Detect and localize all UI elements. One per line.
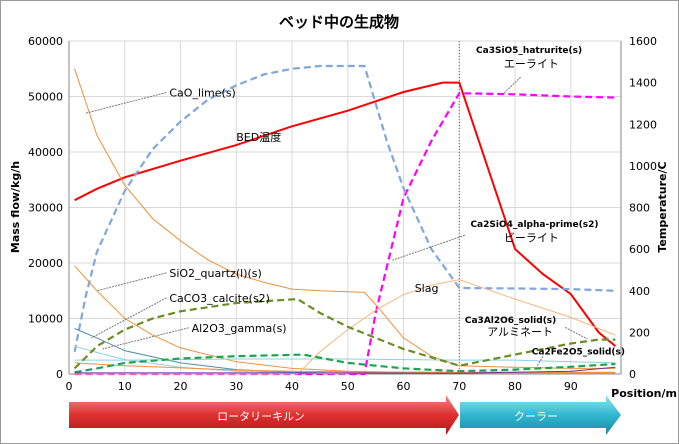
y-tick-label: 40000: [28, 146, 63, 159]
annotation-leader: [503, 76, 521, 94]
series-line-ca2fe2o5-solid-s-: [74, 353, 616, 374]
y2-tick-label: 1200: [629, 118, 657, 131]
chart-title: ベッド中の生成物: [279, 13, 399, 31]
y2-tick-label: 400: [629, 285, 650, 298]
annotation-label: Al2O3_gamma(s): [192, 322, 287, 335]
y-axis-label: Mass flow/kg/h: [9, 161, 22, 253]
annotation-label: Ca3Al2O6_solid(s): [465, 316, 556, 326]
annotation-label: ビーライト: [504, 231, 559, 244]
y2-tick-label: 1600: [629, 35, 657, 48]
x-tick-label: 60: [397, 380, 411, 393]
annotation-label: Slag: [415, 282, 439, 295]
y2-tick-label: 200: [629, 326, 650, 339]
annotation-label: BED温度: [236, 130, 281, 144]
annotation-leader: [96, 272, 167, 292]
annotation-label: アルミネート: [487, 326, 553, 339]
x-tick-label: 30: [229, 380, 243, 393]
annotation-label: CaO_lime(s): [169, 87, 236, 100]
y2-axis-label: Temperature/C: [656, 161, 669, 252]
series-line-bed-: [74, 81, 617, 347]
x-axis-label: Position/m: [611, 387, 677, 400]
annotation-label: Ca2SiO4_alpha-prime(s2): [470, 220, 598, 230]
cooler-label: クーラー: [514, 410, 558, 423]
x-tick-label: 90: [564, 380, 578, 393]
series-line-ca3al2o6-solid-s-: [73, 297, 616, 370]
annotation-leader: [565, 326, 588, 340]
annotation-label: Ca2Fe2O5_solid(s): [532, 348, 625, 358]
x-tick-label: 70: [452, 380, 466, 393]
rotary-kiln-label: ロータリーキルン: [217, 410, 305, 423]
y2-tick-label: 1400: [629, 77, 657, 90]
y2-tick-label: 1000: [629, 160, 657, 173]
series-line-ca3sio5-hatrurite-s-: [74, 92, 616, 376]
annotation-leader: [85, 92, 167, 114]
x-tick-label: 20: [174, 380, 188, 393]
series-line-cao-lime-s-: [74, 68, 616, 369]
y-tick-label: 0: [56, 368, 63, 381]
x-tick-label: 0: [66, 380, 73, 393]
series-line-ca2sio4-alpha-prime-s2-: [73, 64, 616, 353]
y-tick-label: 10000: [28, 313, 63, 326]
y-tick-label: 20000: [28, 257, 63, 270]
x-tick-label: 50: [341, 380, 355, 393]
series-line-caco3-calcite-s2-: [74, 328, 404, 375]
x-tick-label: 10: [118, 380, 132, 393]
annotation-label: SiO2_quartz(l)(s): [169, 267, 261, 280]
rotary-kiln-arrow: [69, 395, 459, 435]
annotation-label: エーライト: [504, 58, 559, 71]
y-tick-label: 50000: [28, 91, 63, 104]
y2-tick-label: 0: [629, 368, 636, 381]
annotation-leader: [536, 355, 544, 366]
y2-tick-label: 800: [629, 202, 650, 215]
annotation-leader: [91, 297, 167, 339]
annotation-leader: [392, 234, 466, 261]
y-tick-label: 60000: [28, 35, 63, 48]
x-tick-label: 40: [285, 380, 299, 393]
y2-tick-label: 600: [629, 243, 650, 256]
y-tick-label: 30000: [28, 202, 63, 215]
annotation-leader: [102, 327, 189, 350]
x-tick-label: 80: [508, 380, 522, 393]
annotation-label: Ca3SiO5_hatrurite(s): [476, 46, 582, 56]
series-line-unlabeled-12: [74, 366, 616, 374]
annotation-label: CaCO3_calcite(s2): [169, 292, 270, 305]
cooler-arrow: [460, 395, 621, 435]
